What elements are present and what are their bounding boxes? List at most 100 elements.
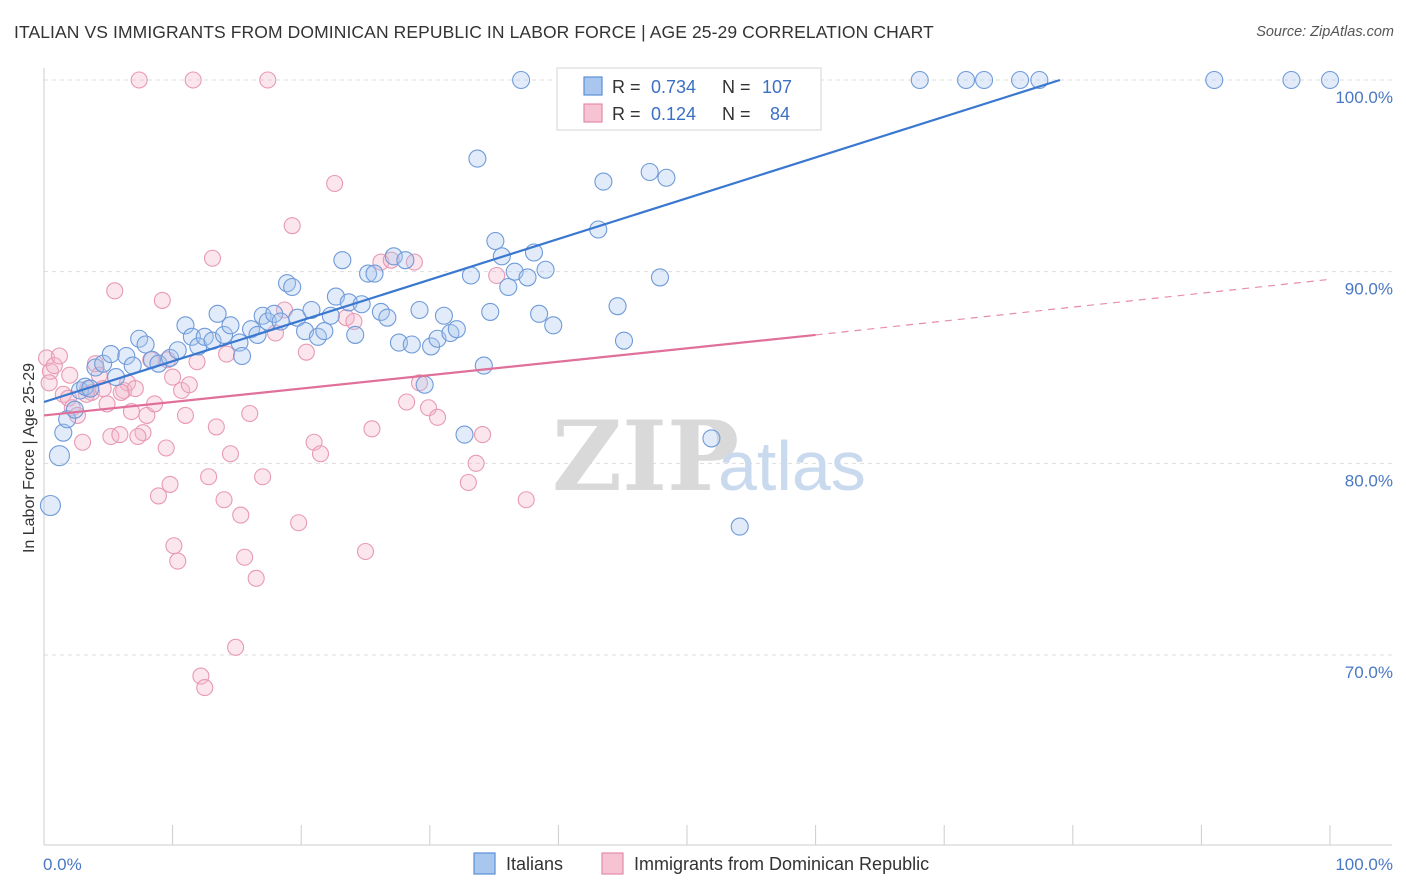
- italians-point: [136, 335, 155, 354]
- italians-point: [512, 70, 531, 90]
- dominican-point: [111, 426, 129, 444]
- dominican-point: [45, 357, 63, 375]
- x-tick-label: 100.0%: [1335, 855, 1393, 874]
- dominican-point: [473, 426, 492, 444]
- italians-point: [182, 327, 201, 346]
- dominican-point: [106, 282, 124, 300]
- italians-point: [232, 346, 252, 366]
- dominican-point: [247, 569, 265, 587]
- italians-point: [168, 341, 187, 360]
- legend-r-value-1: 0.734: [651, 77, 696, 97]
- dominican-point: [207, 418, 225, 436]
- italians-point: [957, 70, 976, 90]
- italians-point: [1011, 70, 1030, 90]
- italians-point: [221, 316, 240, 335]
- italians-point: [378, 308, 397, 327]
- legend-swatch-italians: [583, 76, 603, 96]
- italians-point: [410, 300, 429, 320]
- watermark-zip: ZIP: [552, 400, 739, 513]
- dominican-point: [165, 537, 183, 555]
- legend-n-value-2: 84: [770, 104, 790, 124]
- italians-point: [1205, 70, 1224, 90]
- dominican-point: [428, 408, 447, 426]
- dominican-point: [290, 514, 308, 532]
- italians-point: [65, 400, 84, 419]
- italians-point: [214, 325, 234, 344]
- dominican-point: [161, 475, 179, 493]
- italians-point: [39, 494, 61, 517]
- dominican-point: [356, 542, 375, 561]
- dominican-point: [405, 253, 423, 271]
- italians-point: [447, 320, 466, 339]
- bottom-legend-italians: Italians: [506, 854, 563, 874]
- italians-point: [657, 168, 676, 187]
- italians-point: [302, 300, 321, 320]
- italians-point: [359, 264, 378, 283]
- dominican-point: [232, 506, 250, 524]
- dominican-point: [112, 383, 130, 401]
- dominican-point: [227, 638, 245, 656]
- dominican-point: [130, 71, 148, 89]
- italians-point: [544, 316, 563, 335]
- dominican-point: [275, 301, 294, 319]
- legend-n-value-1: 107: [762, 77, 792, 97]
- trend-lines: [43, 78, 1331, 417]
- dominican-point: [184, 71, 202, 89]
- dominican-point: [311, 445, 330, 463]
- italians-point: [422, 337, 441, 356]
- bottom-legend-dominican: Immigrants from Dominican Republic: [634, 854, 929, 874]
- dominican-point: [398, 393, 416, 411]
- italians-point: [1282, 70, 1301, 90]
- dominican-point: [488, 266, 506, 285]
- italians-point: [208, 304, 227, 323]
- italians-point: [253, 306, 272, 325]
- italians-point: [474, 356, 493, 375]
- stats-legend: R = 0.734 N = 107 R = 0.124 N = 84: [556, 67, 822, 131]
- dominican-point: [241, 404, 259, 423]
- dominican-point: [149, 487, 168, 505]
- dominican-point: [236, 548, 254, 566]
- chart-title: ITALIAN VS IMMIGRANTS FROM DOMINICAN REP…: [14, 22, 934, 42]
- x-tick-labels: 0.0% 100.0%: [43, 855, 1393, 874]
- y-axis-label: In Labor Force | Age 25-29: [21, 363, 38, 553]
- y-tick-labels: 70.0% 80.0% 90.0% 100.0%: [1335, 88, 1393, 682]
- legend-n-label-1: N =: [722, 77, 751, 97]
- italians-point: [640, 162, 659, 182]
- italians-point: [315, 322, 334, 341]
- dominican-point: [326, 174, 344, 193]
- italians-point: [402, 335, 421, 354]
- italians-point: [81, 379, 100, 398]
- italians-point: [434, 306, 453, 325]
- italians-point: [384, 247, 403, 266]
- italians-point: [594, 172, 613, 191]
- dominican-point: [218, 345, 236, 363]
- bottom-legend-swatch-italians: [473, 852, 496, 875]
- dominican-point: [254, 468, 272, 486]
- dominican-point: [50, 347, 68, 365]
- italians-point: [346, 325, 365, 344]
- legend-n-label-2: N =: [722, 104, 751, 124]
- dominican-point: [40, 374, 58, 392]
- italians-point: [396, 251, 415, 270]
- italians-point: [975, 70, 994, 90]
- series-dominican-points: [38, 71, 535, 697]
- series-legend: Italians Immigrants from Dominican Repub…: [473, 852, 929, 875]
- italians-point: [455, 425, 474, 444]
- dominican-point: [169, 552, 187, 570]
- italians-point: [499, 277, 518, 297]
- source-label: Source: ZipAtlas.com: [1256, 24, 1394, 40]
- italians-point: [117, 346, 136, 366]
- dominican-point: [157, 439, 175, 457]
- legend-r-label-1: R =: [612, 77, 641, 97]
- dominican-point: [215, 491, 233, 509]
- dominican-point: [345, 312, 363, 331]
- italians-point: [365, 264, 384, 283]
- dominican-point: [180, 376, 198, 394]
- italians-point: [650, 268, 670, 287]
- italians-point: [702, 429, 721, 448]
- italians-point: [536, 260, 555, 279]
- legend-swatch-dominican: [583, 103, 603, 123]
- italians-point: [283, 277, 302, 297]
- dominican-point: [259, 71, 277, 89]
